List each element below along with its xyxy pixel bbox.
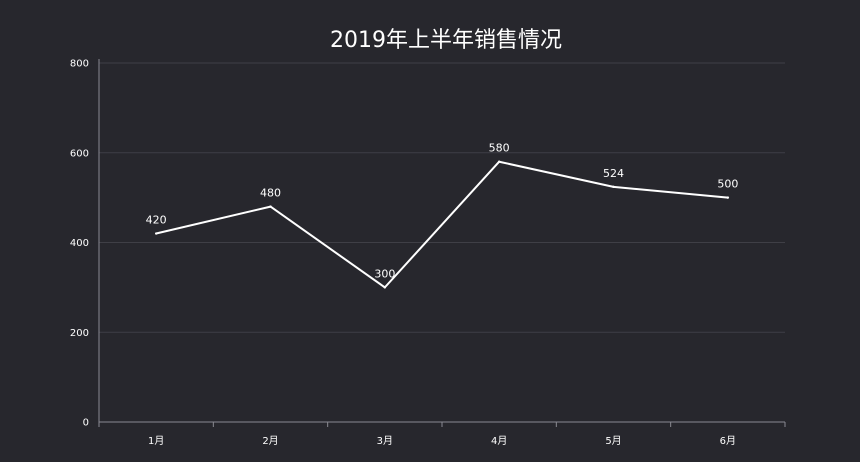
data-label: 480 bbox=[260, 187, 281, 200]
y-tick-label: 800 bbox=[70, 59, 89, 70]
y-tick-label: 0 bbox=[83, 418, 89, 429]
x-tick-label: 2月 bbox=[262, 435, 278, 447]
data-point bbox=[383, 286, 387, 289]
chart-title: 2019年上半年销售情况 bbox=[330, 28, 562, 53]
x-tick-label: 1月 bbox=[148, 435, 164, 447]
data-label: 300 bbox=[374, 267, 395, 280]
y-tick-label: 600 bbox=[70, 148, 89, 159]
label-layer: 420 480 300 580 524 500 bbox=[146, 142, 739, 281]
data-point bbox=[497, 160, 501, 163]
data-point bbox=[269, 205, 272, 208]
x-tick-label: 5月 bbox=[605, 435, 621, 447]
data-point bbox=[726, 196, 730, 199]
grid-layer bbox=[99, 62, 785, 333]
series-layer bbox=[154, 160, 730, 289]
axis-layer: 0 200 400 600 800 1月 2月 3月 4月 5月 6月 bbox=[70, 59, 786, 447]
x-tick-label: 6月 bbox=[720, 435, 736, 447]
data-label: 500 bbox=[717, 178, 738, 191]
data-label: 580 bbox=[489, 142, 510, 155]
series-line bbox=[155, 160, 728, 289]
data-label: 420 bbox=[146, 214, 167, 227]
data-point bbox=[154, 232, 158, 235]
y-tick-label: 400 bbox=[70, 238, 89, 249]
x-tick-label: 4月 bbox=[491, 435, 507, 447]
data-label: 524 bbox=[603, 167, 624, 180]
data-point bbox=[612, 185, 615, 189]
x-tick-label: 3月 bbox=[377, 435, 393, 447]
y-tick-label: 200 bbox=[70, 328, 89, 339]
